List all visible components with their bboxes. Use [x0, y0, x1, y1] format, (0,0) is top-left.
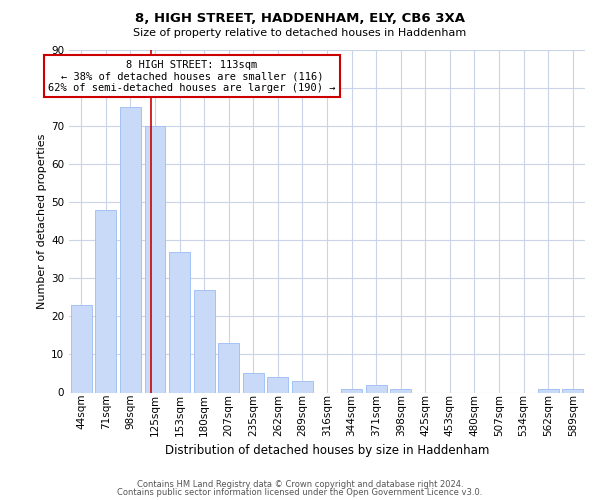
Bar: [365, 385, 386, 392]
Bar: [95, 210, 116, 392]
Bar: [218, 343, 239, 392]
Y-axis label: Number of detached properties: Number of detached properties: [37, 134, 47, 309]
Bar: [120, 107, 141, 393]
Bar: [562, 388, 583, 392]
Bar: [145, 126, 166, 392]
Text: 8 HIGH STREET: 113sqm
← 38% of detached houses are smaller (116)
62% of semi-det: 8 HIGH STREET: 113sqm ← 38% of detached …: [48, 60, 335, 92]
Text: 8, HIGH STREET, HADDENHAM, ELY, CB6 3XA: 8, HIGH STREET, HADDENHAM, ELY, CB6 3XA: [135, 12, 465, 26]
Text: Size of property relative to detached houses in Haddenham: Size of property relative to detached ho…: [133, 28, 467, 38]
Bar: [268, 378, 289, 392]
Bar: [341, 388, 362, 392]
X-axis label: Distribution of detached houses by size in Haddenham: Distribution of detached houses by size …: [165, 444, 489, 458]
Bar: [169, 252, 190, 392]
Text: Contains public sector information licensed under the Open Government Licence v3: Contains public sector information licen…: [118, 488, 482, 497]
Bar: [390, 388, 411, 392]
Text: Contains HM Land Registry data © Crown copyright and database right 2024.: Contains HM Land Registry data © Crown c…: [137, 480, 463, 489]
Bar: [538, 388, 559, 392]
Bar: [71, 305, 92, 392]
Bar: [194, 290, 215, 392]
Bar: [243, 374, 264, 392]
Bar: [292, 381, 313, 392]
